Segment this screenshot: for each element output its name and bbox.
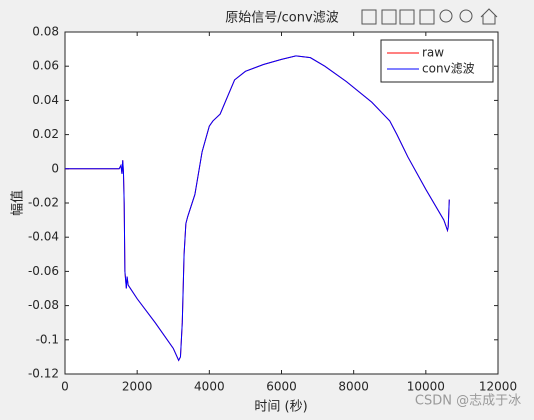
x-tick-label: 6000 (266, 380, 297, 394)
tool-zoom-in[interactable] (439, 9, 453, 23)
tool-brush[interactable] (361, 9, 377, 25)
y-tick-label: -0.04 (28, 230, 59, 244)
toolbar[interactable] (361, 8, 498, 25)
tool-datatip[interactable] (381, 9, 397, 25)
x-tick-label: 4000 (194, 380, 225, 394)
legend-box (380, 39, 494, 83)
legend-label: raw (422, 46, 444, 60)
y-tick-label: 0.08 (32, 25, 59, 39)
x-tick-label: 8000 (338, 380, 369, 394)
y-tick-label: -0.02 (28, 196, 59, 210)
y-tick-label: -0.06 (28, 264, 59, 278)
tool-zoom-out[interactable] (459, 9, 473, 23)
series-line (65, 55, 450, 362)
legend: raw conv滤波 (380, 39, 494, 83)
x-tick-label: 2000 (122, 380, 153, 394)
tool-legend[interactable] (399, 9, 415, 25)
x-tick-label: 10000 (407, 380, 445, 394)
y-tick-label: 0.04 (32, 93, 59, 107)
x-tick-label: 0 (61, 380, 69, 394)
watermark: CSDN @志成于冰 (415, 394, 521, 409)
y-tick-label: -0.1 (36, 332, 59, 346)
y-axis-label: 幅值 (10, 190, 26, 216)
tool-pan[interactable] (419, 9, 435, 25)
x-tick-label: 12000 (479, 380, 517, 394)
y-tick-label: 0.06 (32, 59, 59, 73)
tool-home[interactable] (480, 8, 498, 25)
y-tick-label: 0 (51, 161, 59, 175)
x-axis-label: 时间 (秒) (254, 400, 307, 415)
legend-label: conv滤波 (422, 62, 475, 76)
y-tick-label: -0.12 (28, 367, 59, 381)
plot-area (64, 31, 499, 375)
y-tick-label: -0.08 (28, 298, 59, 312)
y-tick-label: 0.02 (32, 127, 59, 141)
chart-title: 原始信号/conv滤波 (225, 11, 338, 26)
